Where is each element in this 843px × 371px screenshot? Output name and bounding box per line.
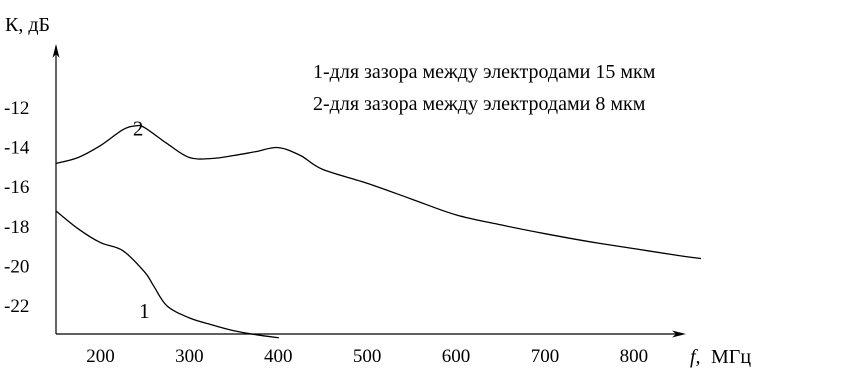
- y-tick-label: -12: [4, 98, 29, 119]
- y-tick-label: -18: [4, 217, 29, 238]
- y-tick-labels: -12 -14 -16 -18 -20 -22: [4, 98, 30, 317]
- series-line-2: [55, 124, 702, 260]
- x-tick-label: 500: [353, 346, 382, 367]
- y-axis-arrow: [52, 44, 60, 58]
- x-axis-arrow: [672, 330, 686, 338]
- x-tick-label: 700: [531, 346, 560, 367]
- y-tick-label: -14: [4, 138, 30, 159]
- x-tick-labels: 200 300 400 500 600 700 800: [86, 346, 648, 367]
- series-lines: [55, 124, 702, 339]
- y-tick-label: -22: [4, 296, 29, 317]
- legend-entry-2: 2-для зазора между электродами 8 мкм: [313, 93, 646, 115]
- series-line-1: [55, 210, 279, 339]
- axes: [52, 44, 686, 338]
- x-tick-label: 400: [264, 346, 293, 367]
- x-tick-label: 600: [442, 346, 471, 367]
- x-tick-label: 200: [86, 346, 115, 367]
- y-tick-label: -16: [4, 177, 29, 198]
- x-tick-label: 800: [620, 346, 649, 367]
- x-tick-label: 300: [175, 346, 204, 367]
- curve-labels: 12: [133, 117, 150, 323]
- curve-label-2: 2: [133, 117, 144, 141]
- x-axis-label: f, МГц: [690, 346, 751, 368]
- legend-entry-1: 1-для зазора между электродами 15 мкм: [313, 61, 656, 83]
- legend: 1-для зазора между электродами 15 мкм 2-…: [313, 61, 656, 115]
- y-tick-label: -20: [4, 256, 29, 277]
- curve-label-1: 1: [139, 299, 150, 323]
- y-axis-label: К, дБ: [5, 14, 50, 36]
- x-axis-symbol: f,: [690, 346, 701, 368]
- x-axis-unit: МГц: [711, 346, 751, 368]
